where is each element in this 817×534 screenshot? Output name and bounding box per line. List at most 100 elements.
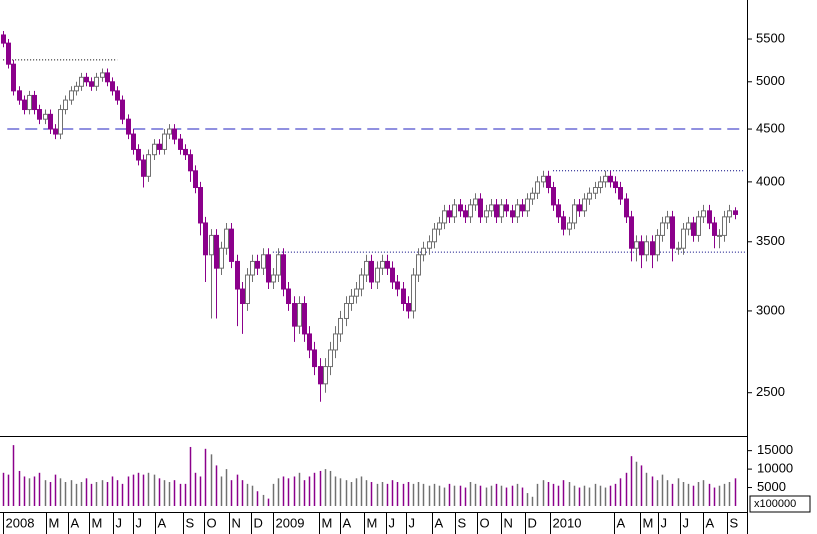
- volume-tick-label: 15000: [757, 442, 793, 457]
- candle-body: [733, 210, 738, 215]
- x-tick-label: A: [71, 515, 80, 530]
- candle-body: [468, 204, 473, 218]
- candle-body: [712, 222, 717, 236]
- candle-body: [354, 288, 359, 297]
- candle-body: [587, 192, 592, 200]
- candle-body: [567, 222, 572, 230]
- candle-body: [188, 154, 193, 172]
- candle-body: [302, 303, 307, 335]
- candle-body: [183, 148, 188, 156]
- candle-body: [603, 175, 608, 183]
- candle-body: [660, 222, 665, 236]
- candle-body: [618, 187, 623, 200]
- candle-body: [43, 113, 48, 120]
- candle-body: [328, 349, 333, 368]
- candle-body: [364, 260, 369, 276]
- candle-body: [219, 247, 224, 269]
- candle-body: [22, 99, 27, 111]
- x-tick-label: N: [504, 515, 513, 530]
- x-tick-label: J: [683, 515, 690, 530]
- candle-body: [344, 303, 349, 319]
- candle-body: [312, 349, 317, 368]
- candle-body: [307, 333, 312, 351]
- candle-body: [100, 72, 105, 78]
- candle-body: [489, 204, 494, 212]
- candle-body: [110, 81, 115, 92]
- candle-body: [681, 228, 686, 249]
- y-tick-label: 3000: [756, 302, 785, 317]
- candle-body: [229, 228, 234, 262]
- candle-body: [214, 234, 219, 269]
- candle-body: [94, 76, 99, 87]
- candle-body: [701, 210, 706, 218]
- x-tick-label: A: [706, 515, 715, 530]
- candle-body: [318, 366, 323, 385]
- candle-body: [359, 274, 364, 290]
- candle-body: [1, 34, 6, 44]
- x-tick-label: S: [458, 515, 467, 530]
- candle-body: [504, 204, 509, 212]
- candle-body: [411, 274, 416, 312]
- candle-body: [349, 295, 354, 305]
- candle-body: [478, 198, 483, 218]
- candle-body: [338, 317, 343, 335]
- candle-body: [395, 281, 400, 290]
- candle-body: [484, 210, 489, 218]
- candle-body: [629, 216, 634, 249]
- candle-body: [89, 81, 94, 87]
- candle-body: [271, 274, 276, 283]
- volume-tick-label: 10000: [757, 461, 793, 476]
- candle-body: [593, 187, 598, 194]
- candle-body: [58, 109, 63, 135]
- candle-body: [406, 303, 411, 312]
- x-tick-label: J: [409, 515, 416, 530]
- candle-body: [639, 241, 644, 256]
- candle-body: [167, 128, 172, 135]
- candle-body: [473, 198, 478, 206]
- candle-body: [6, 42, 11, 65]
- candle-body: [69, 90, 74, 101]
- candle-body: [17, 90, 22, 101]
- candle-body: [722, 216, 727, 236]
- candle-body: [447, 210, 452, 218]
- x-tick-label: J: [116, 515, 123, 530]
- x-tick-label: S: [186, 515, 195, 530]
- x-tick-label: 2008: [6, 515, 35, 530]
- candle-body: [458, 204, 463, 212]
- candle-body: [520, 204, 525, 212]
- y-tick-label: 5500: [756, 30, 785, 45]
- candle-body: [375, 267, 380, 283]
- unit-box: [749, 495, 811, 513]
- candle-body: [556, 204, 561, 218]
- candle-body: [63, 99, 68, 111]
- x-tick-label: O: [207, 515, 217, 530]
- candle-body: [432, 228, 437, 243]
- candle-body: [577, 204, 582, 212]
- candle-body: [510, 210, 515, 218]
- candle-body: [292, 303, 297, 327]
- candle-body: [157, 143, 162, 150]
- candle-body: [11, 63, 16, 92]
- candle-body: [385, 260, 390, 269]
- candle-body: [136, 148, 141, 161]
- x-tick-label: M: [92, 515, 103, 530]
- candle-body: [561, 216, 566, 230]
- candle-body: [27, 94, 32, 111]
- candle-body: [115, 90, 120, 101]
- candle-body: [250, 260, 255, 276]
- candle-body: [515, 204, 520, 218]
- candle-body: [209, 234, 214, 256]
- candle-body: [141, 159, 146, 177]
- candle-body: [442, 210, 447, 224]
- candle-body: [535, 181, 540, 194]
- candle-body: [84, 76, 89, 83]
- candle-body: [634, 241, 639, 249]
- candle-body: [541, 175, 546, 183]
- x-tick-label: J: [661, 515, 668, 530]
- candle-body: [598, 181, 603, 189]
- candle-body: [452, 204, 457, 218]
- candle-body: [74, 85, 79, 92]
- y-tick-label: 2500: [756, 384, 785, 399]
- candle-body: [717, 234, 722, 237]
